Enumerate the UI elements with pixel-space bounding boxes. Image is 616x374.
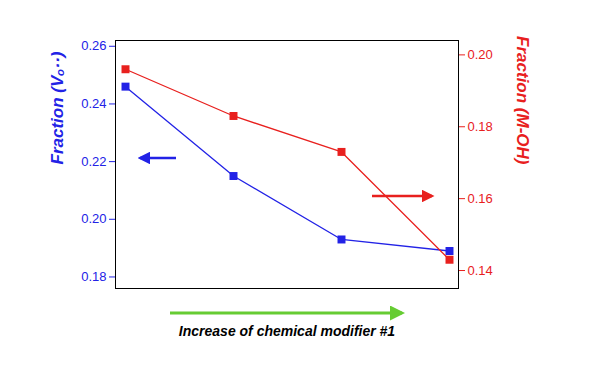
svg-text:Fraction (M-OH): Fraction (M-OH)	[513, 36, 532, 165]
svg-text:0.26: 0.26	[81, 38, 106, 53]
svg-text:0.22: 0.22	[81, 154, 106, 169]
svg-text:0.24: 0.24	[81, 96, 106, 111]
svg-text:Increase of chemical modifier: Increase of chemical modifier #1	[179, 323, 396, 339]
svg-text:0.20: 0.20	[81, 211, 106, 226]
svg-text:0.20: 0.20	[468, 47, 493, 62]
svg-text:0.18: 0.18	[81, 269, 106, 284]
svg-text:Fraction (Vₒ··): Fraction (Vₒ··)	[48, 51, 67, 164]
svg-text:0.18: 0.18	[468, 119, 493, 134]
svg-text:0.14: 0.14	[468, 263, 493, 278]
svg-text:0.16: 0.16	[468, 191, 493, 206]
